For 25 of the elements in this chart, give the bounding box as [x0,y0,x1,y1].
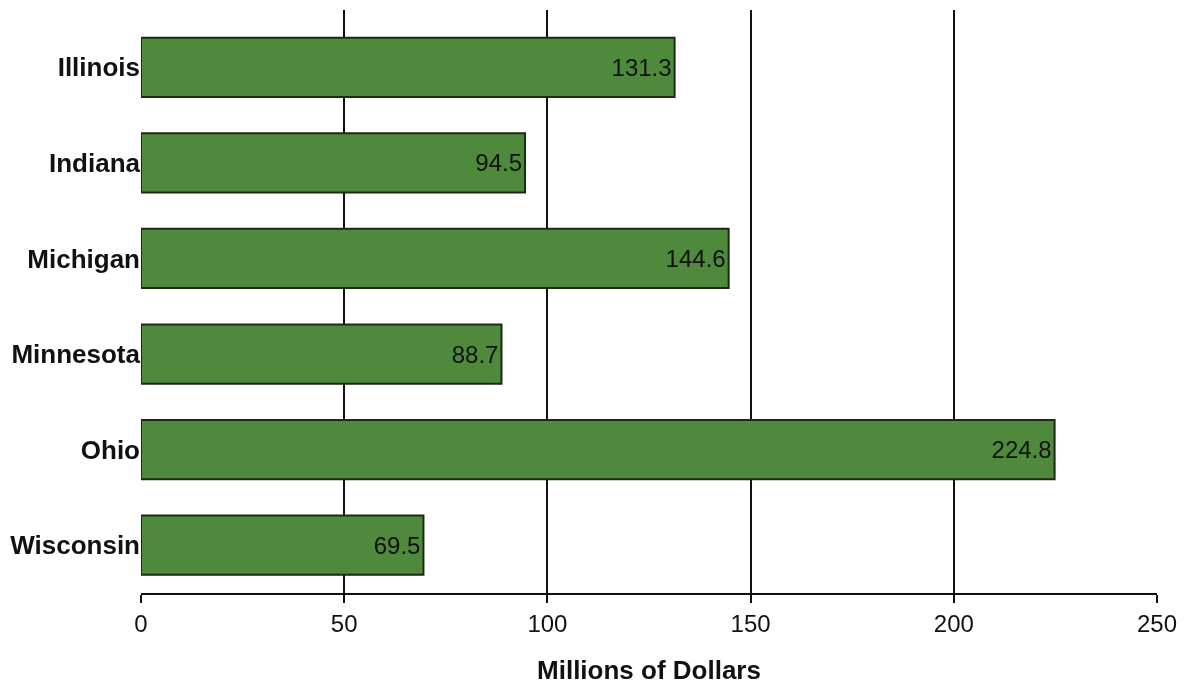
data-label: 131.3 [611,53,672,81]
bar [141,132,527,194]
data-label: 88.7 [451,340,499,368]
x-tick-label: 50 [330,609,358,637]
y-tick-label: Wisconsin [10,530,140,561]
bar [141,419,1056,481]
data-label: 69.5 [373,531,421,559]
y-tick-label: Indiana [48,148,141,179]
y-tick-label: Michigan [27,243,140,274]
y-tick-label: Illinois [57,52,140,83]
x-tick-label: 0 [134,609,148,637]
x-tick-label: 150 [730,609,771,637]
bar [141,227,730,290]
data-label: 224.8 [991,436,1052,464]
bar [141,36,676,98]
x-tick-label: 250 [1136,609,1178,637]
y-tick-label: Minnesota [11,339,141,370]
data-label: 144.6 [665,244,726,272]
x-axis-title: Millions of Dollars [537,655,761,685]
y-tick-label: Ohio [80,434,140,465]
x-tick-label: 100 [527,609,568,637]
x-tick-label: 200 [933,609,974,637]
bar [141,514,425,576]
bar [141,323,503,385]
data-label: 94.5 [475,149,523,177]
